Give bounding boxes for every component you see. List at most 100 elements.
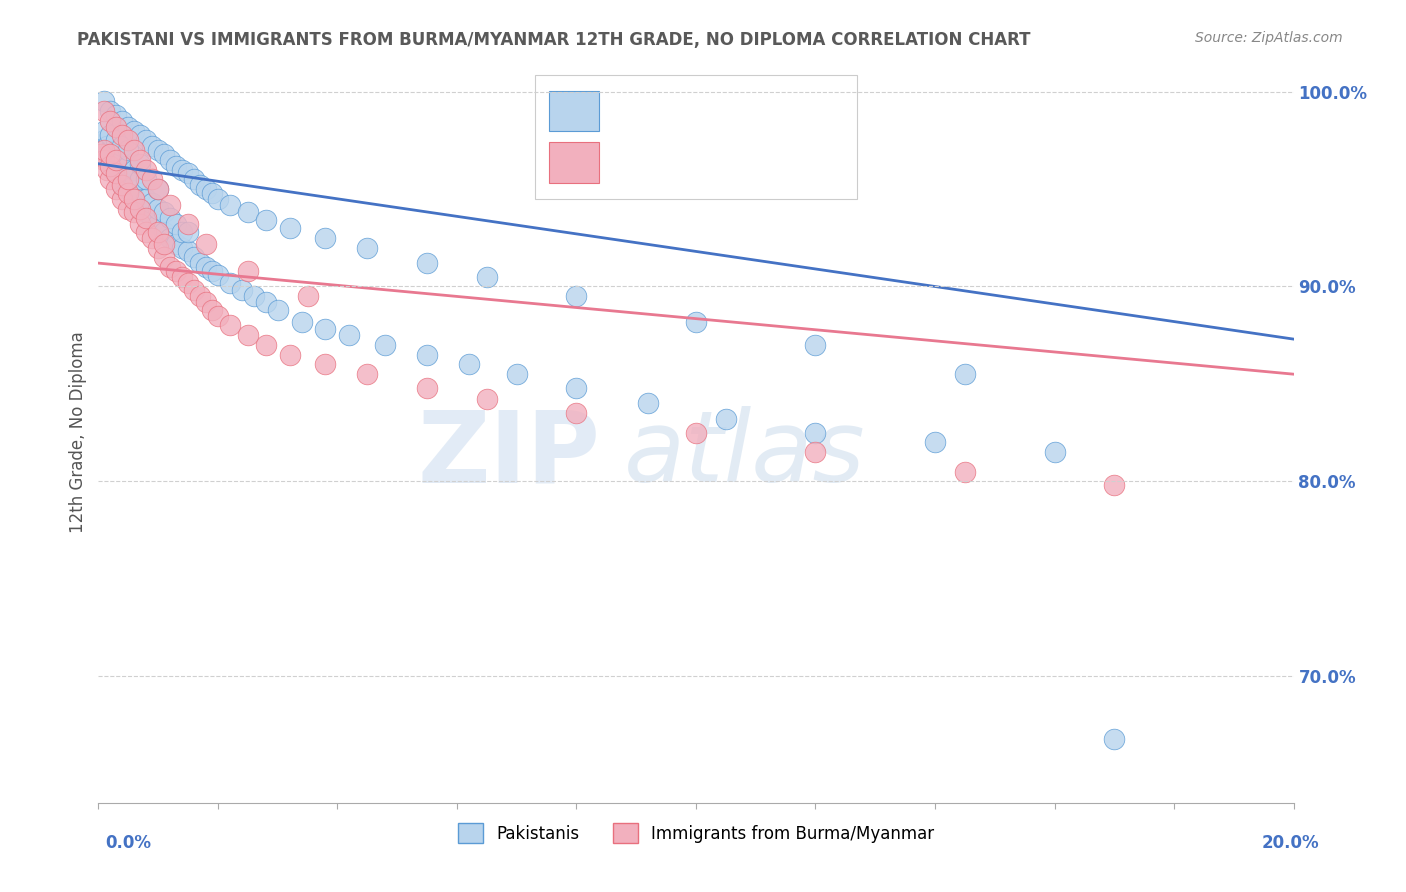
Point <box>195 182 218 196</box>
Point <box>195 295 218 310</box>
Point <box>291 314 314 328</box>
Point <box>165 264 187 278</box>
Point <box>153 236 176 251</box>
Point <box>105 153 128 167</box>
Text: ZIP: ZIP <box>418 407 600 503</box>
Point <box>416 348 439 362</box>
Point <box>111 166 134 180</box>
Point <box>124 162 146 177</box>
Point <box>195 260 218 274</box>
Point <box>207 192 229 206</box>
Point <box>207 309 229 323</box>
Point <box>685 314 707 328</box>
Point <box>183 250 205 264</box>
Point <box>93 123 115 137</box>
Point <box>195 236 218 251</box>
Point <box>201 186 224 200</box>
Text: R =: R = <box>613 153 651 171</box>
Point <box>135 211 157 226</box>
FancyBboxPatch shape <box>548 143 599 183</box>
Point <box>117 120 139 134</box>
Y-axis label: 12th Grade, No Diploma: 12th Grade, No Diploma <box>69 332 87 533</box>
Point <box>105 108 128 122</box>
Point <box>458 358 481 372</box>
Point <box>111 139 134 153</box>
Point <box>177 276 200 290</box>
Point <box>111 178 134 193</box>
Point <box>177 217 200 231</box>
Point <box>129 202 152 216</box>
Point <box>103 162 125 177</box>
Point <box>374 338 396 352</box>
Point <box>111 128 134 142</box>
FancyBboxPatch shape <box>548 91 599 131</box>
Point <box>117 133 139 147</box>
Point <box>148 225 170 239</box>
Text: PAKISTANI VS IMMIGRANTS FROM BURMA/MYANMAR 12TH GRADE, NO DIPLOMA CORRELATION CH: PAKISTANI VS IMMIGRANTS FROM BURMA/MYANM… <box>77 31 1031 49</box>
Point <box>188 289 211 303</box>
Point <box>105 166 128 180</box>
Point <box>236 264 259 278</box>
Text: 103: 103 <box>792 100 830 118</box>
Point <box>98 143 122 157</box>
Point <box>207 268 229 282</box>
Point <box>172 225 194 239</box>
Point <box>159 211 181 226</box>
Text: atlas: atlas <box>624 407 866 503</box>
Point <box>804 445 827 459</box>
Point <box>153 250 176 264</box>
Point <box>506 367 529 381</box>
Point <box>924 435 946 450</box>
Point <box>96 139 118 153</box>
Point <box>159 197 181 211</box>
Point <box>98 159 122 173</box>
Point <box>315 358 337 372</box>
Point <box>339 328 361 343</box>
Point <box>1104 731 1126 746</box>
Point <box>93 153 115 167</box>
Point <box>129 202 152 216</box>
Point <box>117 143 139 157</box>
Point <box>172 240 194 254</box>
Point <box>148 202 170 216</box>
Point <box>315 231 337 245</box>
Point <box>105 159 128 173</box>
Point <box>98 104 122 119</box>
Point <box>475 392 498 407</box>
Point <box>953 367 976 381</box>
Point <box>297 289 319 303</box>
Point <box>201 302 224 317</box>
Point <box>356 240 378 254</box>
Point <box>98 172 122 186</box>
Point <box>254 295 277 310</box>
Point <box>141 231 163 245</box>
Point <box>243 289 266 303</box>
Point <box>188 256 211 270</box>
Point <box>201 264 224 278</box>
Point <box>637 396 659 410</box>
Point <box>129 186 152 200</box>
Point <box>148 182 170 196</box>
Point <box>117 202 139 216</box>
Point <box>356 367 378 381</box>
Point <box>416 256 439 270</box>
Text: Source: ZipAtlas.com: Source: ZipAtlas.com <box>1195 31 1343 45</box>
Point <box>219 276 242 290</box>
Point <box>953 465 976 479</box>
Point <box>93 104 115 119</box>
FancyBboxPatch shape <box>534 75 858 200</box>
Point <box>124 192 146 206</box>
Point <box>685 425 707 440</box>
Point <box>117 182 139 196</box>
Point <box>135 133 157 147</box>
Text: -0.084: -0.084 <box>662 153 727 171</box>
Point <box>129 157 152 171</box>
Point <box>714 412 737 426</box>
Point <box>124 192 146 206</box>
Text: 20.0%: 20.0% <box>1261 834 1319 852</box>
Point <box>165 159 187 173</box>
Point <box>105 182 128 196</box>
Text: N =: N = <box>744 153 783 171</box>
Point <box>236 205 259 219</box>
Point <box>1104 478 1126 492</box>
